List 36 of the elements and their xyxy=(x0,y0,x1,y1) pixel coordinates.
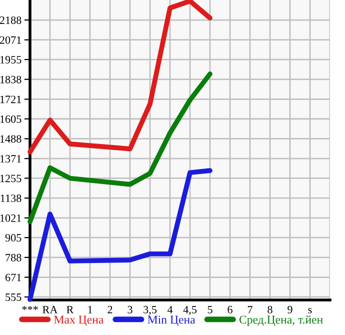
line-series xyxy=(28,0,212,154)
x-tick-label: 2 xyxy=(108,306,112,314)
x-tick-label: RA xyxy=(42,306,58,314)
line-series xyxy=(28,72,212,224)
y-tick-label: 1488 xyxy=(0,135,22,143)
y-tick-label: 2071 xyxy=(0,36,21,44)
x-tick-label: R xyxy=(66,306,74,314)
y-tick-label: 555 xyxy=(6,294,22,301)
y-tick-label: 2188 xyxy=(0,16,22,24)
y-tick-label: 1021 xyxy=(0,214,21,222)
y-tick-label: 1255 xyxy=(0,174,22,182)
x-tick-label: 1 xyxy=(88,306,92,314)
x-tick-label: *** xyxy=(22,306,38,310)
legend-label: Max Цена xyxy=(54,316,104,326)
x-tick-label: 4 xyxy=(167,306,173,314)
x-tick-label: s xyxy=(308,308,312,314)
line-series xyxy=(28,168,212,302)
x-tick-label: 6 xyxy=(228,306,232,314)
legend-label: Min Цена xyxy=(148,316,196,326)
x-tick-label: 5 xyxy=(208,306,212,314)
x-tick-label: 8 xyxy=(268,306,272,314)
y-tick-label: 1955 xyxy=(0,56,22,64)
y-tick-label: 905 xyxy=(5,234,22,242)
y-tick-label: 788 xyxy=(6,254,22,262)
y-tick-label: 1138 xyxy=(0,194,22,202)
x-tick-label: 3 xyxy=(128,306,132,314)
y-tick-label: 1721 xyxy=(0,96,21,104)
legend-label: Сред.Цена, т.йен xyxy=(239,315,323,326)
x-tick-label: 4,5 xyxy=(183,306,197,315)
x-tick-label: 7 xyxy=(248,306,252,314)
y-tick-label: 1605 xyxy=(0,115,22,123)
y-tick-label: 1838 xyxy=(0,76,22,84)
y-tick-label: 671 xyxy=(5,274,21,282)
x-tick-label: 9 xyxy=(288,306,292,314)
x-tick-label: 3,5 xyxy=(144,306,157,315)
y-tick-label: 1371 xyxy=(0,155,21,163)
